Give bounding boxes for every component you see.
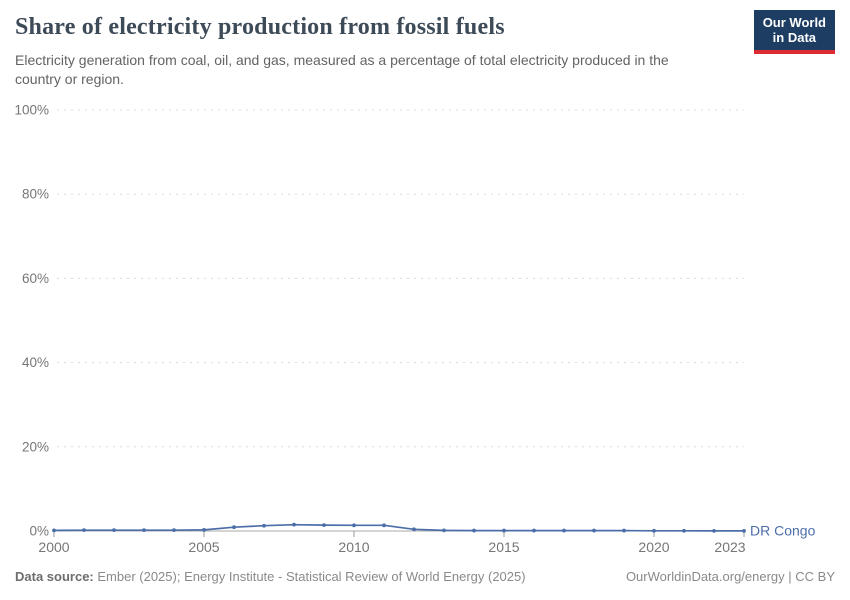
x-tick-label: 2010: [338, 539, 369, 555]
data-point[interactable]: [172, 528, 176, 533]
data-source-text: Ember (2025); Energy Institute - Statist…: [93, 569, 526, 584]
y-tick-label: 20%: [22, 439, 49, 454]
data-point[interactable]: [652, 528, 656, 533]
data-source-label: Data source:: [15, 569, 94, 584]
x-tick-label: 2020: [638, 539, 669, 555]
x-tick-label: 2023: [714, 539, 745, 555]
data-point[interactable]: [52, 528, 56, 533]
data-point[interactable]: [682, 528, 686, 533]
owid-url-license[interactable]: OurWorldinData.org/energy | CC BY: [625, 569, 835, 584]
data-point[interactable]: [292, 522, 296, 527]
data-point[interactable]: [592, 528, 596, 533]
data-point[interactable]: [352, 523, 356, 528]
data-line-dr-congo[interactable]: [53, 523, 745, 532]
data-point[interactable]: [382, 523, 386, 528]
data-point[interactable]: [412, 527, 416, 532]
owid-logo-line1: Our World: [762, 15, 826, 30]
data-source-note: Data source: Ember (2025); Energy Instit…: [15, 569, 526, 584]
data-point[interactable]: [202, 528, 206, 532]
data-point[interactable]: [262, 523, 266, 528]
owid-logo[interactable]: Our World in Data: [753, 10, 835, 54]
chart-subtitle: Electricity generation from coal, oil, a…: [15, 52, 669, 87]
data-point[interactable]: [472, 528, 476, 533]
data-point[interactable]: [442, 528, 446, 533]
owid-logo-line2: in Data: [772, 30, 817, 45]
y-tick-label: 40%: [22, 355, 49, 370]
x-tick-label: 2005: [188, 539, 219, 555]
data-point[interactable]: [142, 528, 146, 533]
data-point[interactable]: [82, 528, 86, 533]
y-tick-label: 100%: [14, 103, 49, 118]
chart-title: Share of electricity production from fos…: [15, 14, 505, 40]
chart-footer: Data source: Ember (2025); Energy Instit…: [15, 569, 835, 584]
y-tick-label: 60%: [22, 271, 49, 286]
data-point[interactable]: [742, 528, 746, 533]
data-point[interactable]: [502, 528, 506, 533]
data-point[interactable]: [712, 528, 716, 533]
data-point[interactable]: [322, 523, 326, 528]
y-tick-label: 80%: [22, 187, 49, 202]
data-point[interactable]: [112, 528, 116, 533]
y-tick-label: 0%: [29, 524, 49, 539]
x-tick-label: 2015: [488, 539, 519, 555]
data-point[interactable]: [622, 528, 626, 533]
data-point[interactable]: [232, 525, 236, 530]
x-tick-label: 2000: [38, 539, 69, 555]
series-end-label[interactable]: DR Congo: [750, 522, 816, 538]
data-point[interactable]: [562, 528, 566, 533]
data-point[interactable]: [532, 528, 536, 533]
chart-plot-area[interactable]: 0% 20% 40% 60% 80% 100% 2000 2005 2010 2015 2020 20…: [0, 0, 850, 565]
